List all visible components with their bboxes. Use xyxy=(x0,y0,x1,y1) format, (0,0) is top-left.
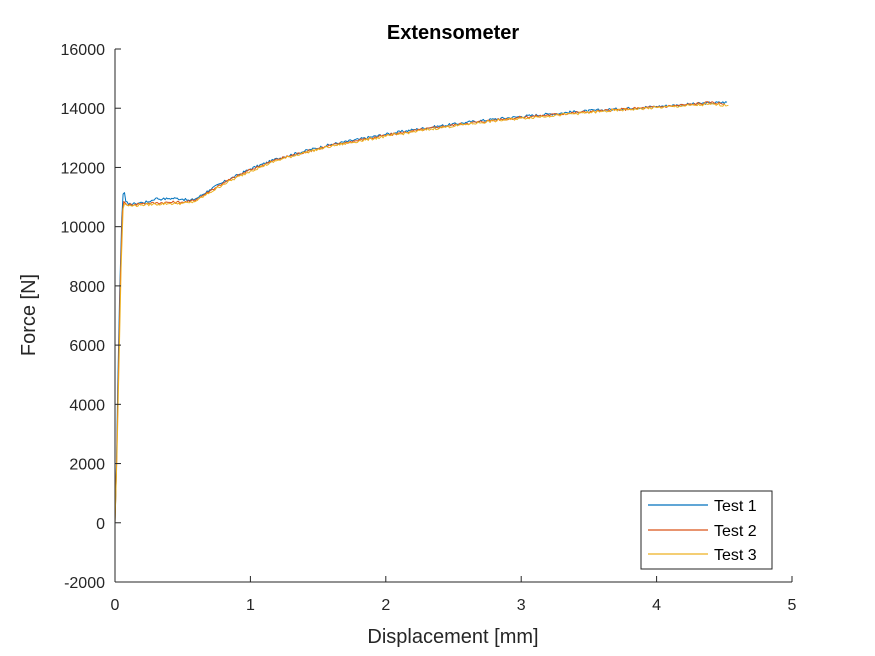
y-tick-label: 12000 xyxy=(61,160,106,177)
x-tick-label: 4 xyxy=(652,597,661,614)
legend-label-test-1: Test 1 xyxy=(714,498,757,515)
x-tick-label: 1 xyxy=(246,597,255,614)
y-tick-label: 16000 xyxy=(61,42,106,59)
legend-label-test-3: Test 3 xyxy=(714,547,757,564)
chart-title: Extensometer xyxy=(387,22,519,44)
y-tick-label: 10000 xyxy=(61,220,106,237)
y-tick-label: 8000 xyxy=(69,279,105,296)
x-axis-label: Displacement [mm] xyxy=(367,626,538,648)
x-tick-label: 2 xyxy=(381,597,390,614)
x-ticks: 0 1 2 3 4 5 xyxy=(111,576,797,614)
series-line-test-3 xyxy=(114,102,729,523)
x-tick-label: 5 xyxy=(788,597,797,614)
y-tick-label: 0 xyxy=(96,516,105,533)
axes-layer xyxy=(114,49,792,583)
legend-label-test-2: Test 2 xyxy=(714,523,757,540)
series-line-test-2 xyxy=(114,101,725,523)
x-tick-label: 0 xyxy=(111,597,120,614)
y-tick-label: -2000 xyxy=(64,575,105,592)
y-tick-label: 6000 xyxy=(69,338,105,355)
y-tick-label: 2000 xyxy=(69,457,105,474)
x-tick-label: 3 xyxy=(517,597,526,614)
y-tick-label: 4000 xyxy=(69,397,105,414)
y-ticks: -2000 0 2000 4000 6000 8000 10000 12000 14000 160… xyxy=(61,42,121,592)
series-layer xyxy=(114,101,729,523)
legend: Test 1 Test 2 Test 3 xyxy=(640,490,773,570)
y-axis-label: Force [N] xyxy=(18,274,40,356)
y-tick-label: 14000 xyxy=(61,101,106,118)
